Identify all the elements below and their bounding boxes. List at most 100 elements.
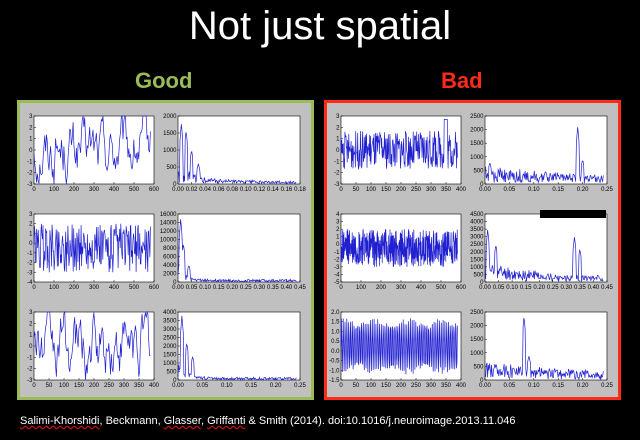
y-tick-label: -1 <box>334 159 340 165</box>
y-tick-label: 1500 <box>163 131 177 137</box>
series-line <box>484 318 604 380</box>
citation-author3: Griffanti <box>207 415 246 427</box>
x-tick-label: 250 <box>104 383 115 389</box>
y-tick-label: 1500 <box>163 353 177 359</box>
citation-author1: Salimi-Khorshidi <box>20 415 100 427</box>
y-tick-label: 3000 <box>163 327 177 333</box>
y-tick-label: -2 <box>27 171 33 177</box>
y-tick-label: 1000 <box>163 148 177 154</box>
series-line <box>340 119 458 170</box>
good-panel: 3 2 1 0 -1 -2 -3 0 100 200 300 400 500 600 2000 1500 100… <box>17 100 314 400</box>
y-tick-label: 2000 <box>470 128 484 134</box>
y-tick-label: 0 <box>173 182 177 188</box>
y-tick-label: 2000 <box>470 250 484 256</box>
x-tick-label: 100 <box>366 383 377 389</box>
x-tick-label: 600 <box>456 285 467 291</box>
y-tick-label: 2000 <box>163 272 177 278</box>
y-tick-label: 1000 <box>470 155 484 161</box>
x-tick-label: 0.05 <box>504 187 516 193</box>
x-tick-label: 0 <box>32 187 36 193</box>
x-tick-label: 0.05 <box>186 285 198 291</box>
y-tick-label: 10000 <box>160 238 177 244</box>
x-tick-label: 0.35 <box>267 285 279 291</box>
x-tick-label: 0.00 <box>479 187 491 193</box>
x-tick-label: 250 <box>411 383 422 389</box>
x-tick-label: 0.05 <box>504 383 516 389</box>
x-tick-label: 0 <box>32 285 36 291</box>
y-tick-label: -2 <box>334 171 340 177</box>
x-tick-label: 0.30 <box>560 285 572 291</box>
series-line <box>340 229 458 268</box>
good-label: Good <box>135 68 193 93</box>
x-tick-label: 100 <box>366 187 377 193</box>
y-tick-label: -4 <box>334 272 340 278</box>
series-line <box>33 115 151 185</box>
x-tick-label: 0 <box>339 187 343 193</box>
x-tick-label: 300 <box>119 383 130 389</box>
y-tick-label: 0 <box>29 344 33 350</box>
y-tick-label: 3 <box>29 212 33 218</box>
y-tick-label: 0 <box>29 148 33 154</box>
y-tick-label: 12000 <box>160 229 177 235</box>
x-tick-label: 0.45 <box>601 285 613 291</box>
x-tick-label: 0.00 <box>172 187 184 193</box>
y-tick-label: 0 <box>336 148 340 154</box>
y-tick-label: 0 <box>480 378 484 384</box>
x-tick-label: 0.20 <box>577 383 589 389</box>
x-tick-label: 600 <box>149 187 160 193</box>
y-tick-label: 2 <box>336 125 340 131</box>
y-tick-label: 0 <box>173 280 177 286</box>
x-tick-label: 400 <box>109 187 120 193</box>
x-tick-label: 0.10 <box>528 187 540 193</box>
x-tick-label: 200 <box>89 383 100 389</box>
y-tick-label: -1 <box>27 355 33 361</box>
x-tick-label: 50 <box>353 187 360 193</box>
x-tick-label: 500 <box>129 285 140 291</box>
y-tick-label: 500 <box>166 370 177 376</box>
x-tick-label: 400 <box>149 383 160 389</box>
y-tick-label: 2500 <box>470 114 484 120</box>
y-tick-label: 1500 <box>470 141 484 147</box>
x-tick-label: 300 <box>89 187 100 193</box>
y-tick-label: -4 <box>27 280 33 286</box>
y-tick-label: 500 <box>166 165 177 171</box>
y-tick-label: 1 <box>336 137 340 143</box>
x-tick-label: 300 <box>426 187 437 193</box>
y-tick-label: 2500 <box>163 336 177 342</box>
y-tick-label: 3500 <box>470 227 484 233</box>
y-tick-label: 3000 <box>470 235 484 241</box>
y-tick-label: 4 <box>336 212 340 218</box>
x-tick-label: 150 <box>381 383 392 389</box>
x-tick-label: 0.00 <box>172 383 184 389</box>
x-tick-label: 250 <box>411 187 422 193</box>
y-tick-label: 1 <box>29 231 33 237</box>
x-tick-label: 400 <box>109 285 120 291</box>
citation-author2: Glasser <box>163 415 201 427</box>
y-tick-label: 0 <box>480 182 484 188</box>
x-tick-label: 400 <box>456 383 467 389</box>
y-tick-label: 6000 <box>163 255 177 261</box>
y-tick-label: -1.0 <box>329 368 340 374</box>
y-tick-label: 0 <box>29 241 33 247</box>
x-tick-label: 0.10 <box>240 187 252 193</box>
y-tick-label: 1500 <box>470 257 484 263</box>
y-tick-label: 1 <box>29 333 33 339</box>
x-tick-label: 0.14 <box>267 187 279 193</box>
y-tick-label: 1 <box>29 137 33 143</box>
x-tick-label: 0.15 <box>213 285 225 291</box>
x-tick-label: 0.04 <box>199 187 211 193</box>
y-tick-label: 1500 <box>470 337 484 343</box>
x-tick-label: 0.10 <box>528 383 540 389</box>
x-tick-label: 0.06 <box>213 187 225 193</box>
y-tick-label: 3 <box>336 114 340 120</box>
y-tick-label: 2500 <box>470 242 484 248</box>
x-tick-label: 350 <box>441 187 452 193</box>
y-tick-label: 2000 <box>470 324 484 330</box>
series-line <box>340 318 458 375</box>
x-tick-label: 300 <box>89 285 100 291</box>
x-tick-label: 50 <box>46 383 53 389</box>
